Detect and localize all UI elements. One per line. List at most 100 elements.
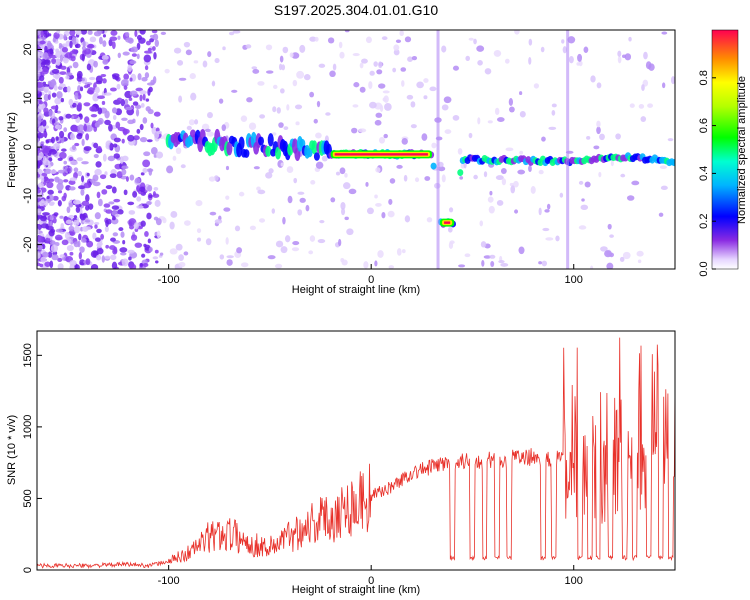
- spectrogram-noise-blob: [361, 58, 368, 64]
- spectrogram-noise-blob: [37, 155, 43, 161]
- spectrogram-noise-blob: [249, 225, 256, 231]
- spectrogram-noise-blob: [315, 132, 322, 139]
- spectrogram-noise-blob: [667, 138, 674, 142]
- spectrogram-noise-blob: [105, 209, 113, 214]
- spectrogram-noise-blob: [53, 212, 59, 217]
- spectrogram-noise-blob: [143, 54, 152, 63]
- spectrogram-noise-blob: [177, 59, 184, 66]
- spectrogram-noise-blob: [37, 228, 40, 235]
- spectrogram-noise-blob: [122, 128, 130, 135]
- spectrogram-noise-blob: [528, 38, 533, 46]
- spectrogram-noise-blob: [59, 151, 67, 159]
- spectrogram-noise-blob: [63, 179, 69, 183]
- spectrogram-noise-blob: [139, 90, 147, 95]
- spectrogram-noise-blob: [259, 114, 266, 119]
- spectrogram-noise-blob: [57, 190, 63, 194]
- spectrogram-noise-blob: [43, 168, 52, 175]
- spectrogram-noise-blob: [93, 142, 99, 149]
- spectrogram-noise-blob: [54, 97, 62, 105]
- spectrogram-noise-blob: [147, 184, 153, 192]
- spectrogram-noise-blob: [47, 251, 53, 258]
- spectrogram-noise-blob: [483, 171, 488, 178]
- spectrogram-noise-blob: [105, 244, 110, 249]
- spectrogram-noise-blob: [113, 153, 120, 159]
- spectrogram-noise-blob: [43, 200, 49, 207]
- spectrogram-noise-blob: [47, 189, 54, 195]
- spectrogram-ytick-label: 10: [22, 92, 34, 104]
- spectrogram-noise-blob: [139, 30, 146, 35]
- spectrogram-noise-blob: [144, 231, 149, 237]
- spectrogram-spike: [566, 30, 570, 269]
- spectrogram-noise-blob: [159, 252, 164, 256]
- spectrogram-noise-blob: [101, 100, 106, 106]
- spectrogram-noise-blob: [351, 127, 358, 134]
- spectrogram-noise-blob: [40, 141, 45, 145]
- spectrogram-noise-blob: [338, 41, 343, 49]
- spectrogram-noise-blob: [617, 56, 622, 64]
- spectrogram-noise-blob: [626, 195, 635, 201]
- spectrogram-noise-blob: [120, 79, 129, 87]
- spectrogram-noise-blob: [636, 250, 644, 257]
- spectrogram-noise-blob: [77, 124, 85, 132]
- spectrogram-noise-blob: [141, 76, 148, 82]
- spectrogram-noise-blob: [248, 122, 257, 131]
- spectrogram-noise-blob: [150, 146, 158, 155]
- spectrogram-noise-blob: [84, 226, 92, 231]
- spectrogram-noise-blob: [231, 89, 238, 93]
- spectrogram-noise-blob: [40, 199, 45, 204]
- spectrogram-noise-blob: [99, 174, 107, 180]
- spectrogram-noise-blob: [401, 249, 406, 254]
- spectrogram-noise-blob: [139, 263, 143, 267]
- spectrogram-noise-blob: [136, 53, 140, 60]
- spectrogram-noise-blob: [509, 106, 515, 113]
- spectrogram-noise-blob: [620, 173, 626, 178]
- spectrogram-noise-blob: [154, 39, 159, 47]
- spectrogram-noise-blob: [280, 162, 284, 167]
- spectrogram-noise-blob: [68, 180, 76, 186]
- spectrogram-noise-blob: [72, 61, 79, 69]
- spectrogram-noise-blob: [49, 260, 54, 269]
- spectrogram-noise-blob: [154, 249, 159, 254]
- colorbar-tick-label: 0.6: [698, 118, 710, 133]
- spectrogram-noise-blob: [180, 164, 186, 169]
- spectrogram-noise-blob: [584, 181, 591, 188]
- spectrogram-noise-blob: [596, 120, 601, 128]
- spectrogram-noise-blob: [86, 44, 95, 49]
- spectrogram-noise-blob: [189, 73, 196, 80]
- spectrogram-noise-blob: [423, 95, 428, 100]
- spectrogram-noise-blob: [207, 112, 213, 119]
- spectrogram-noise-blob: [641, 84, 645, 92]
- spectrogram-ridge-blob: [275, 146, 282, 160]
- spectrogram-noise-blob: [148, 194, 153, 199]
- spectrogram-noise-blob: [104, 255, 111, 260]
- spectrogram-noise-blob: [50, 228, 56, 234]
- spectrogram-noise-blob: [73, 167, 79, 173]
- spectrogram-noise-blob: [37, 223, 42, 231]
- spectrogram-noise-blob: [541, 136, 546, 142]
- spectrogram-noise-blob: [65, 75, 70, 80]
- spectrogram-noise-blob: [152, 193, 160, 198]
- spectrogram-noise-blob: [661, 31, 668, 35]
- spectrogram-noise-blob: [332, 63, 337, 71]
- spectrogram-noise-blob: [83, 182, 92, 189]
- colorbar-tick-label: 0.4: [698, 166, 710, 181]
- spectrogram-noise-blob: [69, 177, 78, 182]
- spectrogram-noise-blob: [185, 49, 192, 56]
- spectrogram-noise-blob: [147, 47, 152, 52]
- spectrogram-noise-blob: [236, 247, 243, 254]
- spectrogram-noise-blob: [365, 182, 369, 187]
- spectrogram-noise-blob: [410, 101, 416, 108]
- spectrogram-noise-blob: [528, 57, 532, 65]
- spectrogram-noise-blob: [57, 200, 62, 207]
- spectrogram-noise-blob: [226, 255, 234, 259]
- spectrogram-noise-blob: [325, 112, 331, 116]
- spectrogram-noise-blob: [604, 250, 612, 258]
- spectrogram-noise-blob: [426, 217, 433, 223]
- spectrogram-noise-blob: [202, 60, 208, 68]
- spectrogram-noise-blob: [378, 61, 383, 69]
- spectrogram-noise-blob: [83, 123, 88, 132]
- spectrogram-noise-blob: [190, 92, 197, 101]
- spectrogram-noise-blob: [399, 30, 404, 37]
- spectrogram-noise-blob: [37, 252, 41, 259]
- spectrogram-noise-blob: [58, 116, 64, 121]
